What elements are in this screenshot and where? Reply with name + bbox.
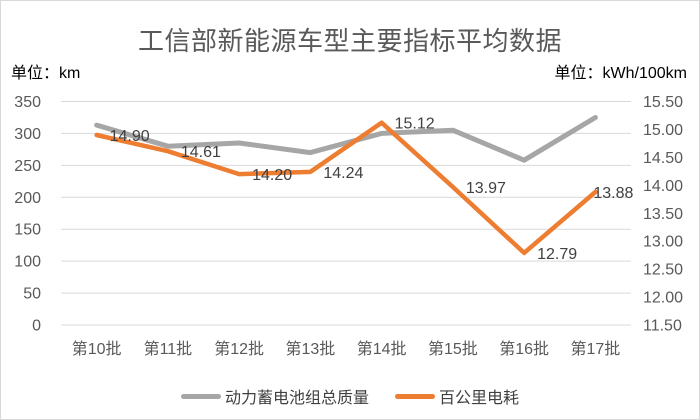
legend-label-electricity-consumption: 百公里电耗 <box>439 390 520 407</box>
x-axis-label: 第12批 <box>214 340 264 358</box>
x-axis-label: 第10批 <box>72 340 122 358</box>
left-axis-tick: 250 <box>14 158 41 175</box>
left-axis-unit-label: 单位：km <box>11 65 81 82</box>
right-axis-tick: 14.50 <box>643 150 683 167</box>
right-axis-tick: 15.00 <box>643 122 683 139</box>
x-axis-label: 第16批 <box>499 340 549 358</box>
right-axis-tick: 12.00 <box>643 290 683 307</box>
right-axis-unit-label: 单位：kWh/100km <box>554 65 687 82</box>
left-axis-tick: 150 <box>14 222 41 239</box>
left-axis-tick: 0 <box>32 318 41 335</box>
right-axis-tick: 13.00 <box>643 234 683 251</box>
right-axis-tick: 15.50 <box>643 94 683 111</box>
data-label: 12.79 <box>537 246 577 263</box>
legend-swatch-battery-mass <box>180 393 221 399</box>
x-axis-label: 第17批 <box>570 340 620 358</box>
data-label: 13.97 <box>466 180 506 197</box>
legend-swatch-electricity-consumption <box>395 393 435 399</box>
legend-item-electricity-consumption: 百公里电耗 <box>395 384 519 408</box>
right-axis-tick: 11.50 <box>643 318 682 335</box>
data-label: 13.88 <box>593 185 633 202</box>
series-line-electricity-consumption <box>94 120 598 256</box>
data-label: 14.61 <box>181 144 221 161</box>
left-axis-tick: 350 <box>14 94 41 111</box>
right-axis-tick: 13.50 <box>643 206 683 223</box>
right-axis-tick: 14.00 <box>643 178 683 195</box>
right-axis-tick: 12.50 <box>643 262 683 279</box>
left-axis-tick: 200 <box>14 190 41 207</box>
data-label: 15.12 <box>395 116 435 133</box>
left-axis-tick: 50 <box>23 286 41 303</box>
data-label: 14.24 <box>323 165 363 182</box>
legend-item-battery-mass: 动力蓄电池组总质量 <box>180 384 369 408</box>
left-axis-tick: 300 <box>14 126 41 143</box>
left-axis-tick: 100 <box>14 254 41 271</box>
data-label: 14.20 <box>252 167 292 184</box>
x-axis-label: 第11批 <box>144 340 193 358</box>
legend-label-battery-mass: 动力蓄电池组总质量 <box>224 390 369 407</box>
x-axis-label: 第13批 <box>285 340 335 358</box>
legend: 动力蓄电池组总质量 百公里电耗 <box>1 384 699 408</box>
chart-title: 工信部新能源车型主要指标平均数据 <box>137 26 562 56</box>
x-axis-label: 第14批 <box>357 340 407 358</box>
x-axis-label: 第15批 <box>428 340 478 358</box>
data-label: 14.90 <box>110 128 150 145</box>
series-line-battery-mass <box>94 115 598 163</box>
